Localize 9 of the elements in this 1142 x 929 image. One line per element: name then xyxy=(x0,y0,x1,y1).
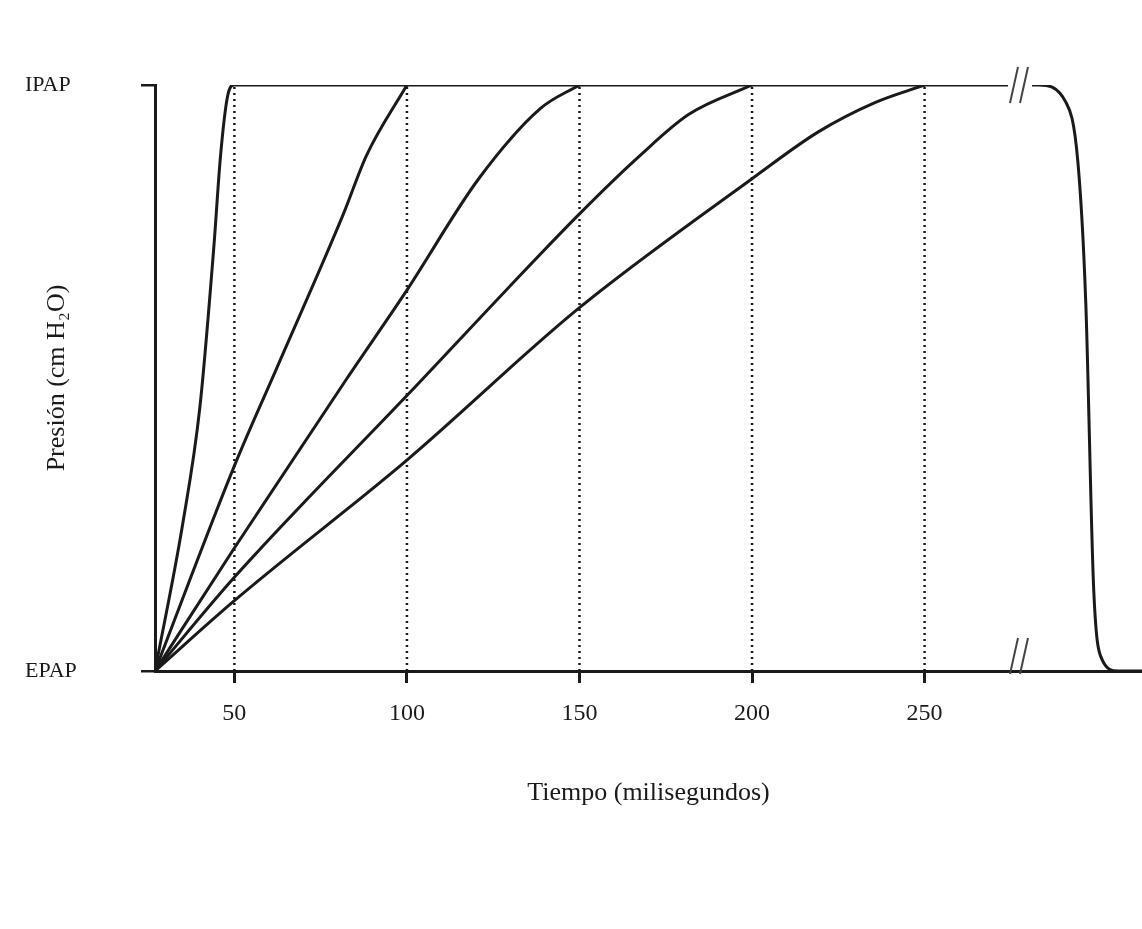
text: EPAP xyxy=(25,656,77,682)
x-axis-title: Tiempo (milisegundos) xyxy=(527,777,770,807)
x-tick-label: 250 xyxy=(906,698,943,725)
x-tick-label: 200 xyxy=(734,698,771,725)
x-tick-label: 50 xyxy=(222,698,247,725)
x-tick-label: 150 xyxy=(561,698,598,725)
x-tick-label: 100 xyxy=(388,698,425,725)
y-axis-title: Presión (cm H₂O) xyxy=(41,284,71,472)
text: IPAP xyxy=(25,70,71,96)
